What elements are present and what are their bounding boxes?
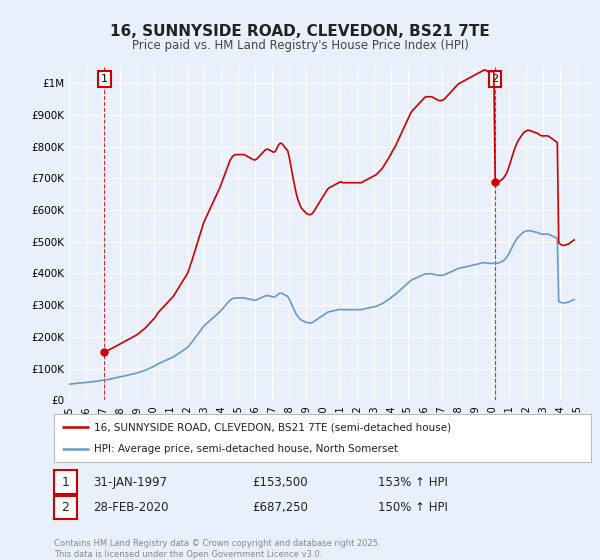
Text: 16, SUNNYSIDE ROAD, CLEVEDON, BS21 7TE (semi-detached house): 16, SUNNYSIDE ROAD, CLEVEDON, BS21 7TE (… — [94, 422, 451, 432]
Text: 153% ↑ HPI: 153% ↑ HPI — [378, 475, 448, 489]
Text: 31-JAN-1997: 31-JAN-1997 — [93, 475, 167, 489]
Text: 2: 2 — [491, 74, 499, 84]
Text: Contains HM Land Registry data © Crown copyright and database right 2025.
This d: Contains HM Land Registry data © Crown c… — [54, 539, 380, 559]
Text: 28-FEB-2020: 28-FEB-2020 — [93, 501, 169, 514]
Text: HPI: Average price, semi-detached house, North Somerset: HPI: Average price, semi-detached house,… — [94, 444, 398, 454]
Text: Price paid vs. HM Land Registry's House Price Index (HPI): Price paid vs. HM Land Registry's House … — [131, 39, 469, 52]
Text: 150% ↑ HPI: 150% ↑ HPI — [378, 501, 448, 514]
Text: 1: 1 — [101, 74, 108, 84]
Text: 1: 1 — [61, 475, 70, 489]
Text: 2: 2 — [61, 501, 70, 514]
Text: £687,250: £687,250 — [252, 501, 308, 514]
Text: £153,500: £153,500 — [252, 475, 308, 489]
Text: 16, SUNNYSIDE ROAD, CLEVEDON, BS21 7TE: 16, SUNNYSIDE ROAD, CLEVEDON, BS21 7TE — [110, 24, 490, 39]
